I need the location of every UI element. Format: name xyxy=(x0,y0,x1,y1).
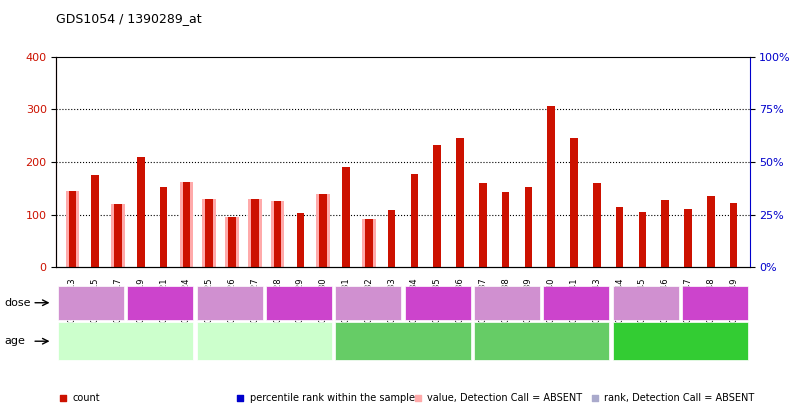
Bar xyxy=(707,196,715,267)
Text: low iron: low iron xyxy=(559,298,594,307)
Bar xyxy=(183,182,190,267)
Text: low iron: low iron xyxy=(281,298,317,307)
Bar xyxy=(180,182,193,267)
Bar xyxy=(271,201,285,267)
Point xyxy=(234,395,247,401)
Text: percentile rank within the sample: percentile rank within the sample xyxy=(250,393,415,403)
Bar xyxy=(479,183,487,267)
Bar xyxy=(316,194,330,267)
Text: 21 d: 21 d xyxy=(252,336,276,346)
Bar xyxy=(91,175,99,267)
Text: low iron: low iron xyxy=(420,298,455,307)
Bar xyxy=(410,174,418,267)
Bar xyxy=(225,217,239,267)
Bar xyxy=(388,211,396,267)
Bar xyxy=(343,167,350,267)
Bar xyxy=(456,139,463,267)
Bar xyxy=(434,145,441,267)
Text: 6 wk: 6 wk xyxy=(390,336,416,346)
Bar xyxy=(202,199,216,267)
Point xyxy=(226,11,239,18)
Text: high iron: high iron xyxy=(625,298,666,307)
Bar xyxy=(547,106,555,267)
Text: 8 d: 8 d xyxy=(117,336,135,346)
Bar xyxy=(65,191,79,267)
Bar xyxy=(69,191,76,267)
Text: high iron: high iron xyxy=(210,298,250,307)
Point xyxy=(56,395,69,401)
Bar xyxy=(365,219,372,267)
Text: 36 wk: 36 wk xyxy=(663,336,697,346)
Bar xyxy=(228,217,235,267)
Text: high iron: high iron xyxy=(71,298,111,307)
Bar xyxy=(248,199,262,267)
Text: value, Detection Call = ABSENT: value, Detection Call = ABSENT xyxy=(427,393,582,403)
Text: rank, Detection Call = ABSENT: rank, Detection Call = ABSENT xyxy=(604,393,754,403)
Text: 12 wk: 12 wk xyxy=(525,336,559,346)
Bar xyxy=(160,187,168,267)
Bar xyxy=(730,203,737,267)
Point xyxy=(411,395,424,401)
Text: count: count xyxy=(73,393,100,403)
Bar xyxy=(251,199,259,267)
Bar xyxy=(638,212,646,267)
Bar xyxy=(319,194,327,267)
Bar xyxy=(593,183,600,267)
Text: dose: dose xyxy=(4,298,31,308)
Text: age: age xyxy=(4,336,25,346)
Bar xyxy=(114,204,122,267)
Text: GDS1054 / 1390289_at: GDS1054 / 1390289_at xyxy=(56,12,202,25)
Bar xyxy=(137,157,144,267)
Point xyxy=(588,395,601,401)
Text: low iron: low iron xyxy=(697,298,733,307)
Bar xyxy=(362,219,376,267)
Bar xyxy=(684,209,692,267)
Text: low iron: low iron xyxy=(143,298,178,307)
Bar xyxy=(206,199,213,267)
Text: high iron: high iron xyxy=(348,298,388,307)
Bar xyxy=(571,139,578,267)
Text: high iron: high iron xyxy=(487,298,527,307)
Point xyxy=(294,11,307,18)
Bar xyxy=(662,200,669,267)
Bar xyxy=(502,192,509,267)
Bar xyxy=(297,213,304,267)
Bar xyxy=(111,204,125,267)
Bar xyxy=(274,201,281,267)
Bar xyxy=(525,187,532,267)
Bar xyxy=(616,207,623,267)
